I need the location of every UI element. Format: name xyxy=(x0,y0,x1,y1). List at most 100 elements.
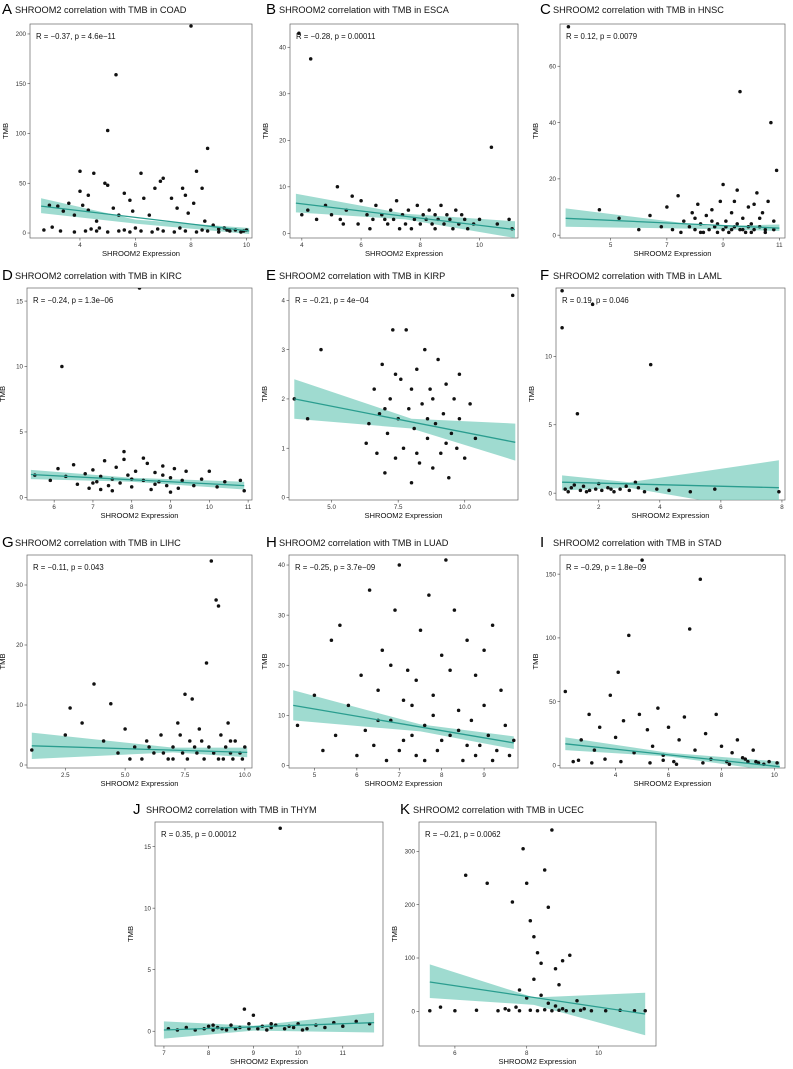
data-point xyxy=(627,488,632,493)
y-tick-label: 300 xyxy=(405,849,416,856)
data-point xyxy=(72,213,77,217)
data-point xyxy=(114,73,118,77)
data-point xyxy=(535,1009,540,1013)
data-point xyxy=(305,416,310,421)
y-tick-label: 40 xyxy=(549,120,556,127)
data-point xyxy=(89,227,93,231)
data-point xyxy=(200,228,204,232)
data-point xyxy=(128,230,132,234)
data-point xyxy=(746,759,750,764)
data-point xyxy=(597,725,602,729)
data-point xyxy=(453,1009,457,1013)
data-point xyxy=(338,623,342,627)
correlation-annotation: R = −0.21, p = 4e−04 xyxy=(295,296,369,305)
y-tick-label: 10 xyxy=(545,354,552,361)
data-point xyxy=(397,563,402,567)
data-point xyxy=(364,441,368,446)
data-point xyxy=(415,367,419,372)
data-point xyxy=(224,1028,229,1032)
y-tick-label: 150 xyxy=(16,81,27,88)
data-point xyxy=(404,328,408,332)
data-point xyxy=(105,183,110,187)
data-point xyxy=(239,230,243,234)
data-point xyxy=(760,210,765,215)
confidence-band xyxy=(429,964,646,1036)
x-tick-label: 9 xyxy=(721,242,725,249)
y-tick-label: 0 xyxy=(20,762,24,769)
data-point xyxy=(359,673,363,678)
data-point xyxy=(191,201,196,205)
y-axis-label: TMB xyxy=(527,386,536,402)
data-point xyxy=(383,407,387,411)
y-tick-label: 10 xyxy=(278,713,285,720)
x-axis-label: SHROOM2 Expression xyxy=(364,779,442,788)
data-point xyxy=(539,993,543,998)
regression-line xyxy=(295,202,516,231)
data-point xyxy=(414,753,418,758)
data-point xyxy=(161,464,165,468)
correlation-annotation: R = −0.25, p = 3.7e−09 xyxy=(295,563,375,572)
x-tick-label: 6 xyxy=(453,1050,457,1057)
correlation-annotation: R = −0.24, p = 1.3e−06 xyxy=(33,296,113,305)
data-point xyxy=(158,179,163,184)
plot-area xyxy=(41,24,250,234)
data-point xyxy=(409,387,414,391)
data-point xyxy=(139,171,143,176)
panel-f: F SHROOM2 correlation with TMB in LAML 2 4 6… xyxy=(527,267,786,520)
data-point xyxy=(122,449,126,454)
data-point xyxy=(507,1008,511,1013)
data-point xyxy=(766,199,770,204)
data-point xyxy=(128,198,132,202)
data-point xyxy=(380,648,385,652)
data-point xyxy=(473,753,478,758)
x-axis-label: SHROOM2 Expression xyxy=(230,1057,308,1066)
data-point xyxy=(448,668,452,673)
x-tick-label: 10.0 xyxy=(239,772,252,779)
data-point xyxy=(226,721,230,725)
data-point xyxy=(401,446,406,450)
data-point xyxy=(329,638,334,642)
x-axis-label: SHROOM2 Expression xyxy=(100,779,178,788)
data-point xyxy=(195,751,199,755)
data-point xyxy=(228,739,233,743)
p-value: p = 0.00012 xyxy=(195,830,236,839)
data-point xyxy=(153,470,157,475)
plot-frame xyxy=(154,821,384,1047)
data-point xyxy=(473,673,478,678)
data-point xyxy=(719,744,724,749)
y-tick-label: 0 xyxy=(282,495,286,502)
data-point xyxy=(60,364,64,369)
data-point xyxy=(645,727,650,732)
x-tick-label: 10 xyxy=(595,1050,602,1057)
data-point xyxy=(346,703,351,708)
data-point xyxy=(571,1009,576,1013)
data-point xyxy=(80,721,84,725)
panel-title: SHROOM2 correlation with TMB in HNSC xyxy=(553,5,724,15)
data-point xyxy=(431,693,435,698)
data-point xyxy=(436,357,440,362)
x-tick-label: 9 xyxy=(482,772,486,779)
data-point xyxy=(532,977,536,982)
panel-letter: A xyxy=(2,1,12,18)
data-point xyxy=(197,727,202,731)
data-point xyxy=(116,751,120,755)
y-tick-label: 0 xyxy=(23,230,27,237)
y-tick-label: 10 xyxy=(16,364,23,371)
panel-title: SHROOM2 correlation with TMB in LUAD xyxy=(279,538,449,548)
panel-letter: D xyxy=(2,267,13,284)
data-point xyxy=(207,469,212,473)
data-point xyxy=(172,466,177,471)
data-point xyxy=(539,961,543,966)
y-tick-label: 50 xyxy=(19,180,26,187)
data-point xyxy=(616,670,620,675)
y-tick-label: 0 xyxy=(549,490,553,497)
regression-line xyxy=(293,704,514,744)
data-point xyxy=(721,182,725,187)
data-point xyxy=(431,713,435,718)
data-point xyxy=(763,227,768,232)
data-point xyxy=(251,1013,256,1017)
data-point xyxy=(507,753,512,758)
data-point xyxy=(735,188,739,192)
data-point xyxy=(656,706,660,710)
data-point xyxy=(412,217,417,222)
